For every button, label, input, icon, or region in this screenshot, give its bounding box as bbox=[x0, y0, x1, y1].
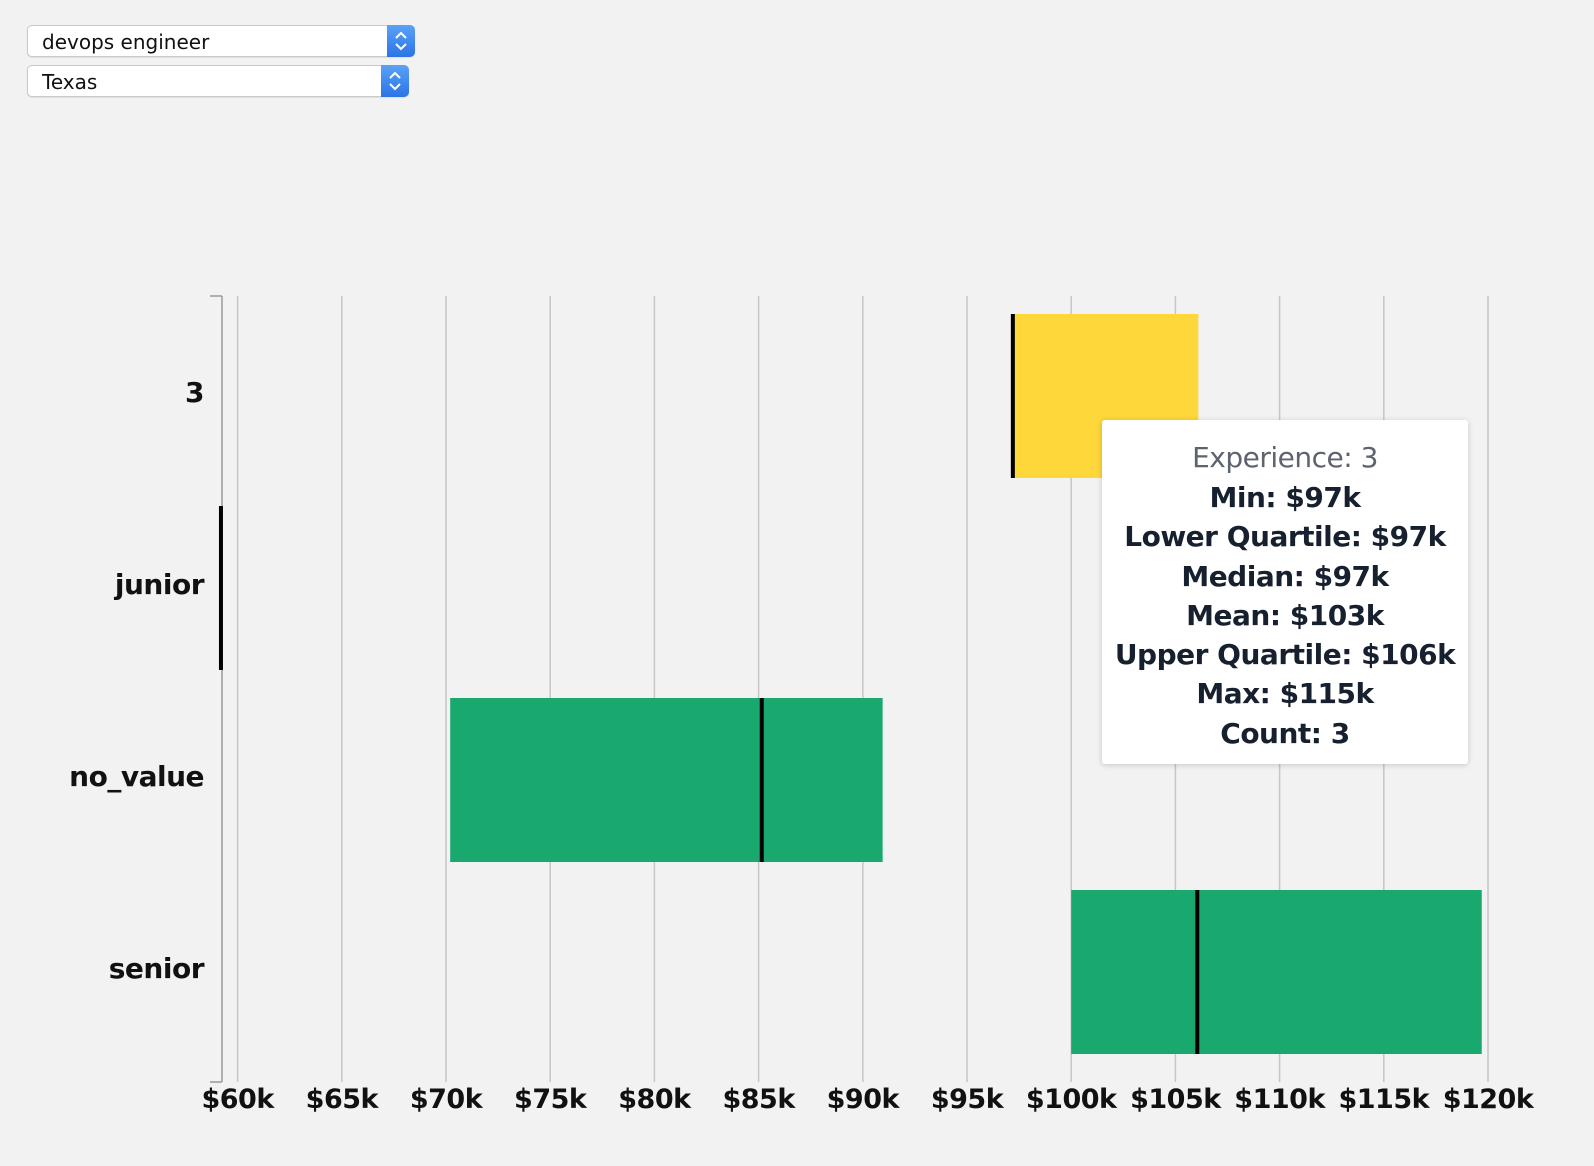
y-category-label: senior bbox=[109, 952, 205, 985]
state-select-button[interactable] bbox=[381, 65, 409, 97]
x-tick-label: $90k bbox=[827, 1084, 901, 1115]
tooltip-row-count: Count: 3 bbox=[1220, 716, 1350, 750]
tooltip-row-lower-quartile: Lower Quartile: $97k bbox=[1124, 520, 1446, 554]
x-tick-label: $110k bbox=[1234, 1084, 1326, 1115]
tooltip-row-median: Median: $97k bbox=[1181, 559, 1389, 593]
x-tick-label: $85k bbox=[722, 1084, 796, 1115]
state-select-value: Texas bbox=[42, 70, 98, 94]
x-tick-label: $115k bbox=[1338, 1084, 1430, 1115]
y-category-label: junior bbox=[114, 568, 205, 601]
updown-chevron-icon bbox=[395, 31, 407, 51]
role-select-button[interactable] bbox=[387, 25, 415, 57]
x-tick-label: $60k bbox=[201, 1084, 275, 1115]
tooltip-row-mean: Mean: $103k bbox=[1186, 598, 1384, 632]
x-tick-label: $120k bbox=[1443, 1084, 1535, 1115]
y-axis bbox=[210, 295, 223, 1083]
x-tick-label: $65k bbox=[306, 1084, 380, 1115]
box-layer bbox=[218, 314, 1482, 1054]
x-tick-label: $80k bbox=[618, 1084, 692, 1115]
role-select[interactable]: devops engineer bbox=[27, 25, 415, 57]
role-select-value: devops engineer bbox=[42, 30, 210, 54]
tooltip-row-upper-quartile: Upper Quartile: $106k bbox=[1114, 638, 1456, 672]
x-tick-label: $100k bbox=[1026, 1084, 1118, 1115]
y-category-label: no_value bbox=[69, 760, 204, 793]
box bbox=[1071, 890, 1482, 1054]
x-tick-label: $105k bbox=[1130, 1084, 1222, 1115]
state-select[interactable]: Texas bbox=[27, 65, 409, 97]
box bbox=[450, 698, 883, 862]
label-layer: $60k $65k $70k $75k $80k $85k $90k $95k $100k $10… bbox=[69, 376, 1535, 1115]
x-tick-label: $75k bbox=[514, 1084, 588, 1115]
tooltip-row-max: Max: $115k bbox=[1196, 677, 1374, 711]
updown-chevron-icon bbox=[389, 71, 401, 91]
tooltip-row-min: Min: $97k bbox=[1209, 481, 1361, 514]
x-tick-label: $70k bbox=[410, 1084, 484, 1115]
tooltip-title: Experience: 3 bbox=[1192, 441, 1378, 474]
x-tick-label: $95k bbox=[931, 1084, 1005, 1115]
y-category-label: 3 bbox=[185, 376, 204, 409]
tooltip: Experience: 3 Min: $97k Lower Quartile: … bbox=[1102, 420, 1468, 764]
